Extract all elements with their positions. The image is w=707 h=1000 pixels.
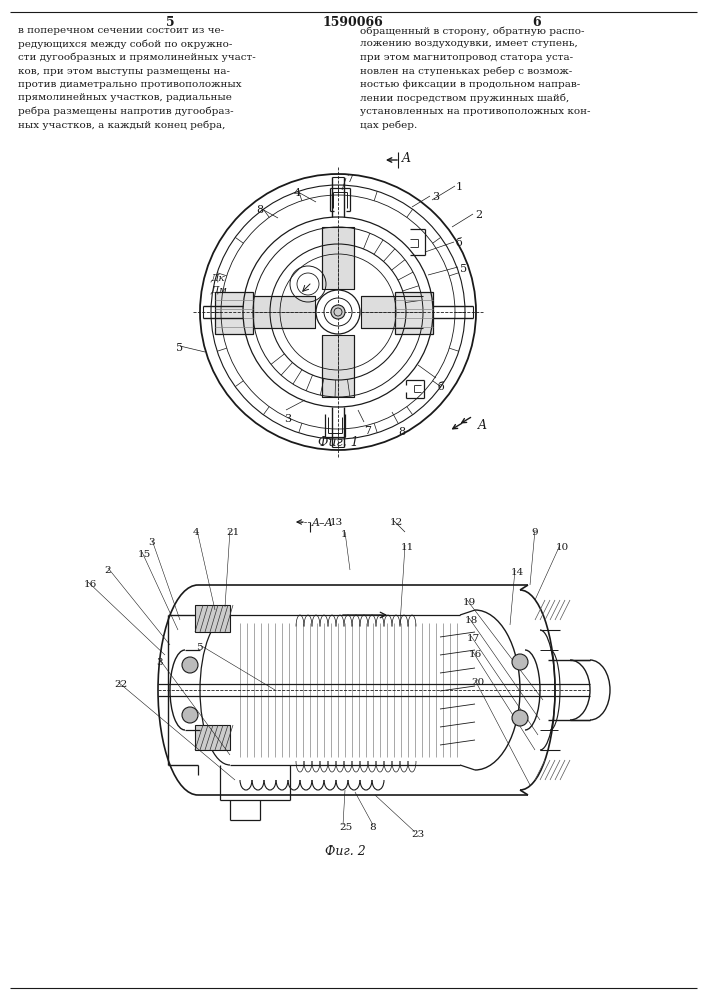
Text: 19: 19	[463, 598, 477, 607]
Text: Дм: Дм	[210, 286, 227, 295]
Text: редующихся между собой по окружно-: редующихся между собой по окружно-	[18, 39, 233, 49]
Text: 6: 6	[532, 16, 542, 29]
Text: 5: 5	[165, 16, 175, 29]
Text: 8: 8	[256, 205, 263, 215]
Text: 15: 15	[138, 550, 151, 559]
Polygon shape	[322, 335, 354, 397]
Text: 9: 9	[531, 528, 537, 537]
Text: 14: 14	[511, 568, 525, 577]
Text: 21: 21	[226, 528, 239, 537]
Text: лении посредством пружинных шайб,: лении посредством пружинных шайб,	[360, 94, 569, 103]
Text: 18: 18	[465, 616, 478, 625]
Polygon shape	[215, 292, 253, 334]
Text: 7: 7	[364, 426, 371, 436]
Text: 1590066: 1590066	[322, 16, 383, 29]
Text: 10: 10	[556, 543, 569, 552]
Text: Фиг. 1: Фиг. 1	[317, 436, 358, 449]
Text: 22: 22	[114, 680, 127, 689]
Circle shape	[512, 654, 528, 670]
Text: 3: 3	[432, 192, 439, 202]
Text: против диаметрально противоположных: против диаметрально противоположных	[18, 80, 242, 89]
Polygon shape	[322, 227, 354, 289]
Circle shape	[512, 710, 528, 726]
Text: ностью фиксации в продольном направ-: ностью фиксации в продольном направ-	[360, 80, 580, 89]
Text: 1: 1	[456, 182, 463, 192]
Text: 1: 1	[341, 530, 348, 539]
Text: 4: 4	[294, 188, 301, 198]
Text: при этом магнитопровод статора уста-: при этом магнитопровод статора уста-	[360, 53, 573, 62]
Text: 8: 8	[398, 427, 405, 437]
Text: 5: 5	[460, 264, 467, 274]
Text: в поперечном сечении состоит из че-: в поперечном сечении состоит из че-	[18, 26, 224, 35]
Text: установленных на противоположных кон-: установленных на противоположных кон-	[360, 107, 590, 116]
Text: 16: 16	[469, 650, 482, 659]
Text: обращенный в сторону, обратную распо-: обращенный в сторону, обратную распо-	[360, 26, 585, 35]
Text: 3: 3	[284, 414, 291, 424]
Polygon shape	[253, 296, 315, 328]
Text: б: б	[438, 382, 445, 392]
Text: A: A	[402, 152, 411, 165]
Text: 25: 25	[339, 823, 352, 832]
Text: 23: 23	[411, 830, 424, 839]
Text: 8: 8	[369, 823, 375, 832]
Text: 2: 2	[475, 210, 482, 220]
Text: б: б	[456, 238, 463, 248]
Text: 12: 12	[390, 518, 403, 527]
Text: 17: 17	[467, 634, 480, 643]
Text: ребра размещены напротив дугообраз-: ребра размещены напротив дугообраз-	[18, 107, 233, 116]
Text: 7: 7	[346, 174, 353, 184]
Text: ложению воздуходувки, имеет ступень,: ложению воздуходувки, имеет ступень,	[360, 39, 578, 48]
Text: ных участков, а каждый конец ребра,: ных участков, а каждый конец ребра,	[18, 120, 226, 130]
Circle shape	[182, 707, 198, 723]
Text: 13: 13	[330, 518, 344, 527]
Text: новлен на ступеньках ребер с возмож-: новлен на ступеньках ребер с возмож-	[360, 66, 572, 76]
Text: Фиг. 2: Фиг. 2	[325, 845, 366, 858]
Text: сти дугообразных и прямолинейных участ-: сти дугообразных и прямолинейных участ-	[18, 53, 256, 62]
Text: 4: 4	[193, 528, 199, 537]
Text: 11: 11	[401, 543, 414, 552]
Text: Дк: Дк	[210, 274, 225, 283]
Circle shape	[331, 305, 345, 319]
Text: 2: 2	[104, 566, 110, 575]
Polygon shape	[195, 725, 230, 750]
Polygon shape	[361, 296, 423, 328]
Text: 3: 3	[156, 658, 163, 667]
Polygon shape	[395, 292, 433, 334]
Text: 3: 3	[148, 538, 155, 547]
Text: 16: 16	[84, 580, 98, 589]
Text: цах ребер.: цах ребер.	[360, 120, 417, 130]
Text: A: A	[478, 419, 487, 432]
Text: 20: 20	[471, 678, 484, 687]
Text: прямолинейных участков, радиальные: прямолинейных участков, радиальные	[18, 94, 232, 103]
Text: ков, при этом выступы размещены на-: ков, при этом выступы размещены на-	[18, 66, 230, 76]
Polygon shape	[195, 605, 230, 632]
Text: A–A: A–A	[312, 518, 334, 528]
Circle shape	[182, 657, 198, 673]
Text: 5: 5	[176, 343, 183, 353]
Text: 5: 5	[196, 643, 203, 652]
